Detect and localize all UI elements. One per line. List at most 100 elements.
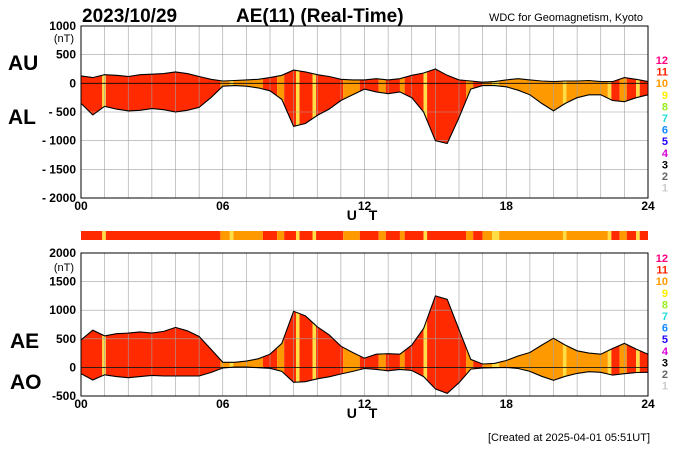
activity-segment (343, 231, 360, 240)
level-legend-item: 11 (656, 67, 668, 79)
level-legend-item: 1 (662, 183, 668, 195)
activity-segment (312, 231, 317, 240)
activity-segment (284, 231, 296, 240)
y-tick-label: - 500 (49, 105, 77, 119)
y-tick-label: 2000 (49, 246, 76, 260)
y-tick-label: 500 (56, 332, 76, 346)
activity-segment (105, 231, 221, 240)
x-axis-label: U T (347, 405, 382, 421)
level-legend-item: 10 (656, 276, 668, 288)
x-tick-label: 06 (216, 397, 230, 411)
y-tick-label: -500 (52, 389, 76, 403)
al-series-label: AL (8, 106, 36, 129)
fill-segment (102, 295, 106, 394)
activity-segment (229, 231, 234, 240)
activity-segment (359, 231, 379, 240)
x-axis-label: U T (347, 207, 382, 223)
x-tick-label: 12 (358, 397, 372, 411)
created-timestamp: [Created at 2025-04-01 05:51UT] (488, 432, 650, 444)
activity-segment (262, 231, 278, 240)
ao-series-line (80, 366, 649, 395)
y-tick-label: - 2000 (42, 191, 76, 205)
fill-segment (284, 295, 296, 394)
x-tick-label: 12 (358, 199, 372, 213)
au-series-line (80, 68, 649, 83)
ae-series-label: AE (10, 330, 39, 353)
y-tick-label: 0 (69, 76, 76, 90)
activity-segment (611, 231, 620, 240)
activity-segment (639, 231, 648, 240)
level-legend-item: 6 (662, 323, 668, 335)
activity-segment (499, 231, 563, 240)
x-tick-label: 18 (500, 397, 514, 411)
level-legend-item: 4 (662, 346, 669, 358)
fill-segment (284, 69, 296, 144)
activity-segment (299, 231, 313, 240)
activity-segment (427, 231, 467, 240)
y-tick-label: 1000 (49, 19, 76, 33)
activity-segment (233, 231, 263, 240)
fill-segment (299, 295, 313, 394)
y-tick-label: 1000 (49, 303, 76, 317)
plot-frame (80, 25, 649, 199)
activity-segment (385, 231, 400, 240)
x-tick-label: 24 (641, 397, 655, 411)
level-legend-item: 7 (662, 311, 668, 323)
level-legend-item: 2 (662, 171, 668, 183)
level-legend-item: 8 (662, 299, 668, 311)
unit-label: (nT) (54, 262, 74, 274)
fill-segment (619, 295, 627, 394)
level-legend-item: 5 (662, 334, 668, 346)
activity-segment (619, 231, 627, 240)
level-legend-item: 5 (662, 136, 668, 148)
y-tick-label: 1500 (49, 275, 76, 289)
unit-label: (nT) (54, 33, 74, 45)
fill-segment (312, 69, 317, 144)
fill-segment (423, 295, 428, 394)
fill-segment (312, 295, 317, 394)
level-legend-item: 2 (662, 369, 668, 381)
level-legend-item: 12 (656, 55, 668, 67)
activity-segment (607, 231, 612, 240)
level-legend-item: 10 (656, 78, 668, 90)
activity-level-bar (81, 231, 648, 240)
ao-series-label: AO (10, 371, 42, 394)
activity-segment (626, 231, 637, 240)
activity-segment (492, 231, 500, 240)
activity-segment (636, 231, 640, 240)
activity-segment (466, 231, 474, 240)
activity-segment (295, 231, 300, 240)
y-tick-label: 0 (69, 360, 76, 374)
date-label: 2023/10/29 (82, 6, 177, 27)
x-tick-label: 24 (641, 199, 655, 213)
y-tick-label: - 1000 (42, 134, 76, 148)
activity-segment (378, 231, 386, 240)
activity-segment (423, 231, 428, 240)
level-legend-item: 6 (662, 125, 668, 137)
x-tick-label: 06 (216, 199, 230, 213)
level-legend-item: 3 (662, 357, 668, 369)
x-tick-label: 00 (74, 397, 88, 411)
level-legend-item: 7 (662, 113, 668, 125)
level-legend-item: 11 (656, 265, 668, 277)
fill-segment (423, 69, 428, 144)
level-legend-item: 8 (662, 101, 668, 113)
activity-segment (277, 231, 285, 240)
level-legend-item: 4 (662, 148, 669, 160)
activity-segment (316, 231, 344, 240)
activity-segment (566, 231, 608, 240)
chart-title: AE(11) (Real-Time) (236, 6, 404, 27)
activity-segment (81, 231, 103, 240)
fill-segment (295, 69, 300, 144)
ae-series-line (80, 295, 649, 365)
activity-segment (482, 231, 493, 240)
level-legend-item: 1 (662, 381, 668, 393)
activity-segment (562, 231, 567, 240)
level-legend-item: 3 (662, 159, 668, 171)
source-label: WDC for Geomagnetism, Kyoto (489, 12, 643, 24)
al-series-line (80, 85, 649, 145)
level-legend-item: 12 (656, 253, 668, 265)
